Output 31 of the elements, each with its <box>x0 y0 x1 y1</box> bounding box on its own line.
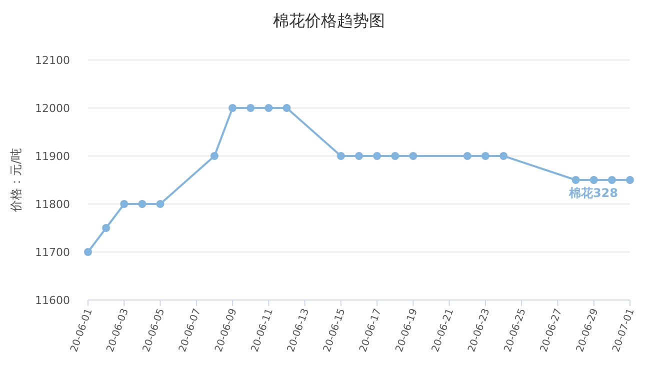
point <box>138 200 146 208</box>
point <box>156 200 164 208</box>
y-tick-label: 12000 <box>35 102 70 115</box>
point <box>409 152 418 160</box>
point <box>481 152 490 160</box>
point <box>264 104 273 112</box>
point <box>608 176 616 184</box>
point <box>102 224 110 232</box>
point <box>626 176 634 184</box>
point <box>590 176 598 184</box>
point <box>355 152 363 160</box>
point <box>228 104 237 112</box>
point <box>572 176 580 184</box>
y-tick-label: 11600 <box>35 294 70 307</box>
point <box>463 152 472 160</box>
point <box>282 104 291 112</box>
series-label: 棉花328 <box>568 186 618 200</box>
y-tick-label: 11800 <box>35 198 70 211</box>
y-tick-label: 11700 <box>35 246 70 259</box>
point <box>246 104 255 112</box>
point <box>391 152 400 160</box>
y-axis-title: 价格：元/吨 <box>9 148 23 214</box>
point <box>84 248 92 256</box>
y-tick-label: 11900 <box>35 150 70 163</box>
point <box>210 152 218 160</box>
point <box>336 152 345 160</box>
point <box>373 152 382 160</box>
y-tick-label: 12100 <box>35 54 70 67</box>
point <box>120 200 128 208</box>
chart-title: 棉花价格趋势图 <box>273 11 385 30</box>
point <box>500 152 508 160</box>
